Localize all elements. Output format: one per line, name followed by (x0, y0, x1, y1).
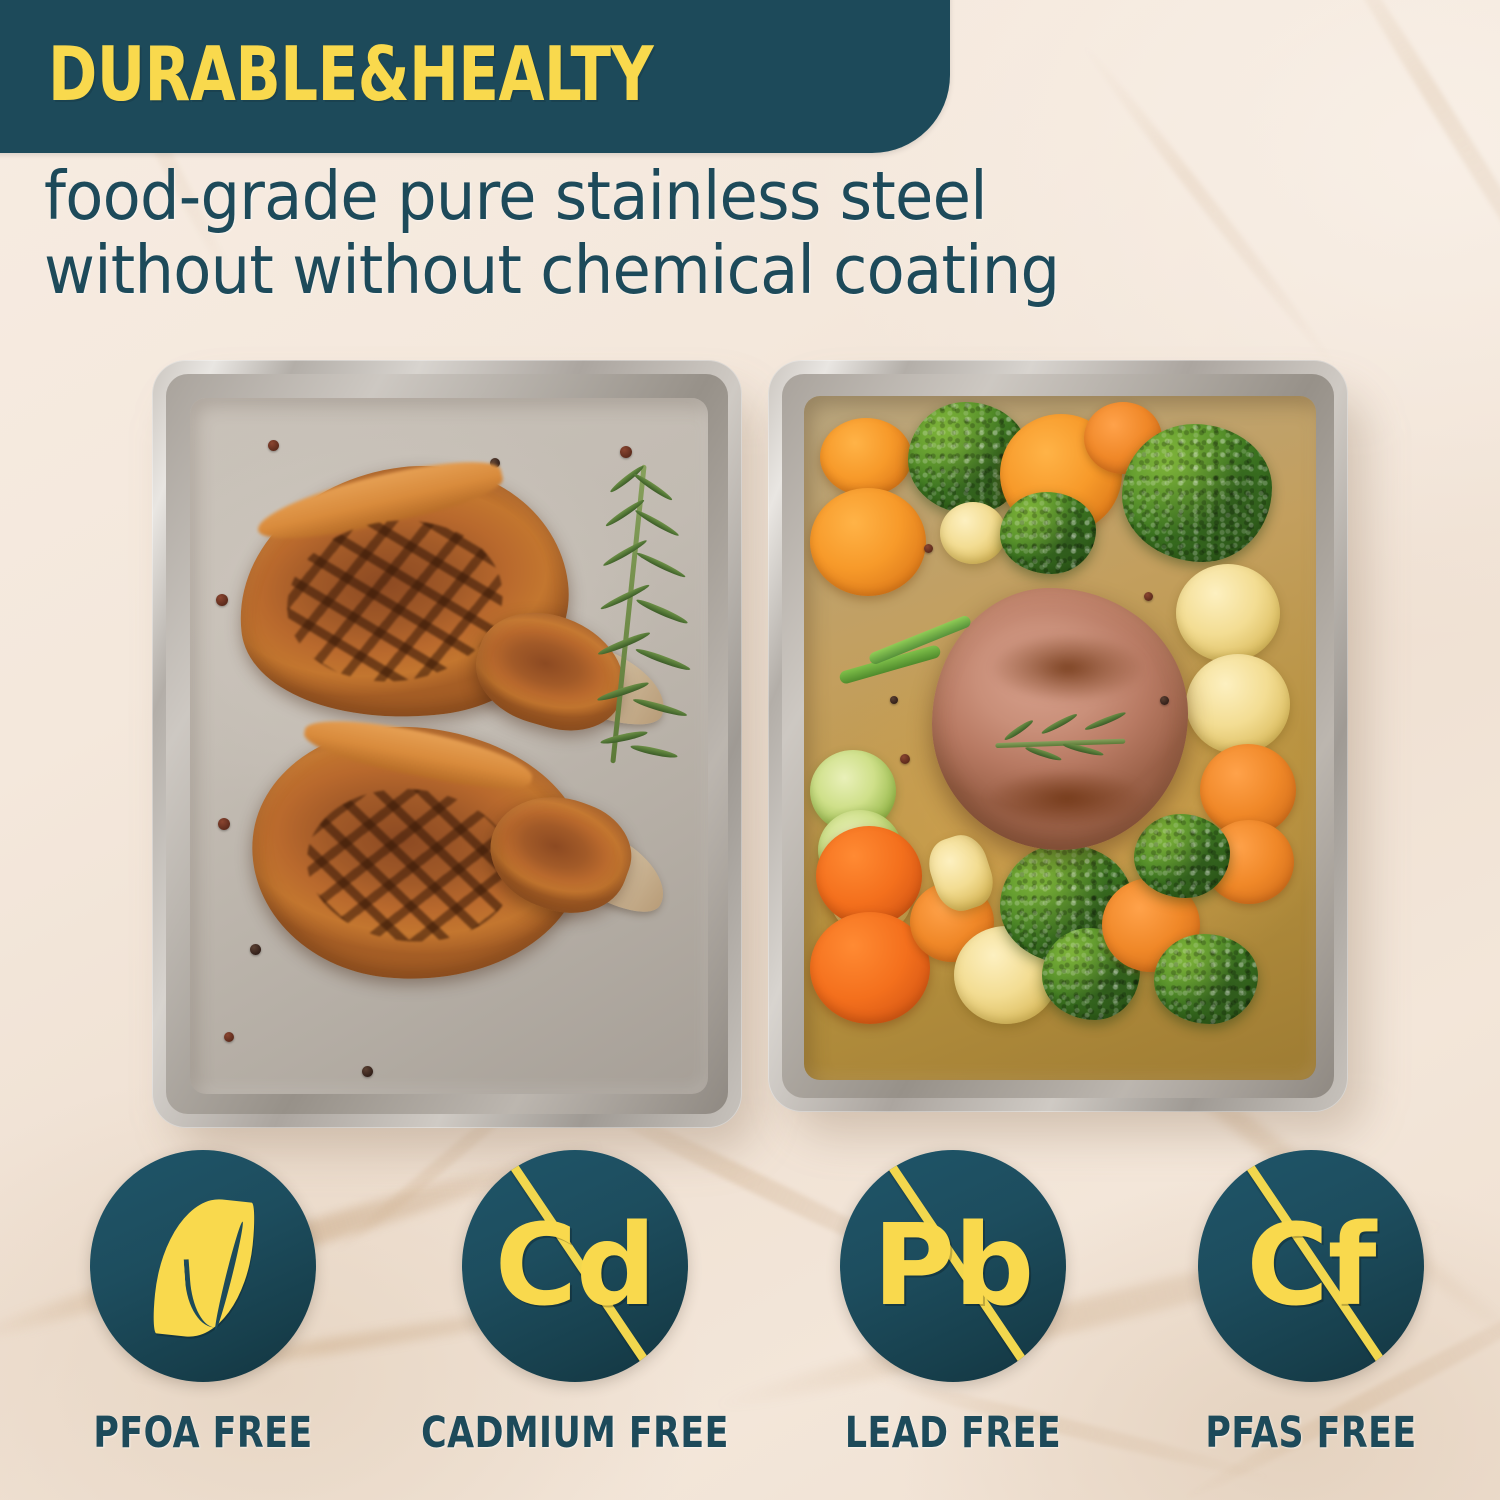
pfas-symbol: Cf (1246, 1201, 1377, 1331)
rosemary-sprig (590, 458, 708, 788)
rosemary-needle (634, 646, 692, 673)
sweet-potato-round (810, 488, 926, 596)
pan-interior (804, 396, 1316, 1080)
badge-label: PFOA FREE (93, 1408, 313, 1458)
yellow-squash-round (1186, 654, 1290, 754)
peppercorn (1160, 696, 1169, 705)
rosemary-needle (633, 507, 681, 539)
subtitle-line-1: food-grade pure stainless steel (44, 157, 988, 235)
green-onion-garnish (838, 614, 978, 698)
badge-label: PFAS FREE (1205, 1408, 1417, 1458)
broccoli-floret (1042, 928, 1140, 1020)
subtitle-line-2: without without chemical coating (44, 230, 1060, 309)
tomato-round (816, 826, 922, 926)
badge-circle: Pb (840, 1150, 1066, 1382)
badge-pfoa-free[interactable]: PFOA FREE (90, 1150, 316, 1458)
peppercorn (250, 944, 261, 955)
rosemary-needle (634, 596, 690, 627)
rosemary-needle (629, 743, 679, 760)
pork-tenderloin (932, 588, 1188, 850)
peppercorn (924, 544, 933, 553)
peppercorn (490, 458, 500, 468)
peppercorn (216, 594, 228, 606)
right-baking-pan (768, 360, 1348, 1112)
lead-symbol: Pb (872, 1201, 1034, 1331)
broccoli-floret (1134, 814, 1230, 898)
seared-crust (972, 758, 1162, 838)
seared-crust (978, 620, 1158, 716)
sear-marks (299, 778, 523, 952)
chop-fat-cap (300, 709, 537, 798)
rosemary-needle (1002, 718, 1035, 743)
badge-label: CADMIUM FREE (421, 1408, 729, 1458)
certification-badges: PFOA FREE Cd CADMIUM FREE Pb LEAD FREE C… (0, 1150, 1500, 1500)
broccoli-floret (1122, 424, 1272, 562)
rosemary-needle (1040, 711, 1079, 736)
rosemary-stem (995, 738, 1126, 749)
rosemary-needle (1083, 710, 1127, 733)
header-banner: DURABLE&HEALTY (0, 0, 950, 153)
rosemary-needle (635, 550, 687, 580)
banner-title: DURABLE&HEALTY (48, 30, 654, 118)
peppercorn (1144, 592, 1153, 601)
rosemary-needle (1024, 744, 1063, 763)
subtitle-block: food-grade pure stainless steel without … (44, 157, 1234, 309)
broccoli-floret (1000, 492, 1096, 574)
peppercorn (620, 446, 632, 458)
peppercorn (218, 818, 230, 830)
peppercorn (890, 696, 898, 704)
badge-cadmium-free[interactable]: Cd CADMIUM FREE (421, 1150, 728, 1458)
rosemary-needle (632, 696, 688, 719)
badge-label: LEAD FREE (844, 1408, 1062, 1458)
pan-interior (190, 398, 708, 1094)
yellow-squash-round (940, 502, 1006, 564)
broccoli-floret (1154, 934, 1258, 1024)
rosemary-needle (599, 582, 651, 612)
peppercorn (268, 440, 279, 451)
badge-circle (90, 1150, 316, 1382)
left-baking-pan (152, 360, 742, 1128)
peppercorn (362, 1066, 373, 1077)
peppercorn (224, 1032, 234, 1042)
yellow-squash-round (1176, 564, 1280, 662)
badge-circle: Cd (462, 1150, 688, 1382)
badge-circle: Cf (1198, 1150, 1424, 1382)
badge-pfas-free[interactable]: Cf PFAS FREE (1198, 1150, 1424, 1458)
sweet-potato-round (820, 418, 912, 496)
cadmium-symbol: Cd (494, 1201, 656, 1331)
peppercorn (900, 754, 910, 764)
badge-lead-free[interactable]: Pb LEAD FREE (840, 1150, 1066, 1458)
rosemary-needle (599, 729, 649, 746)
